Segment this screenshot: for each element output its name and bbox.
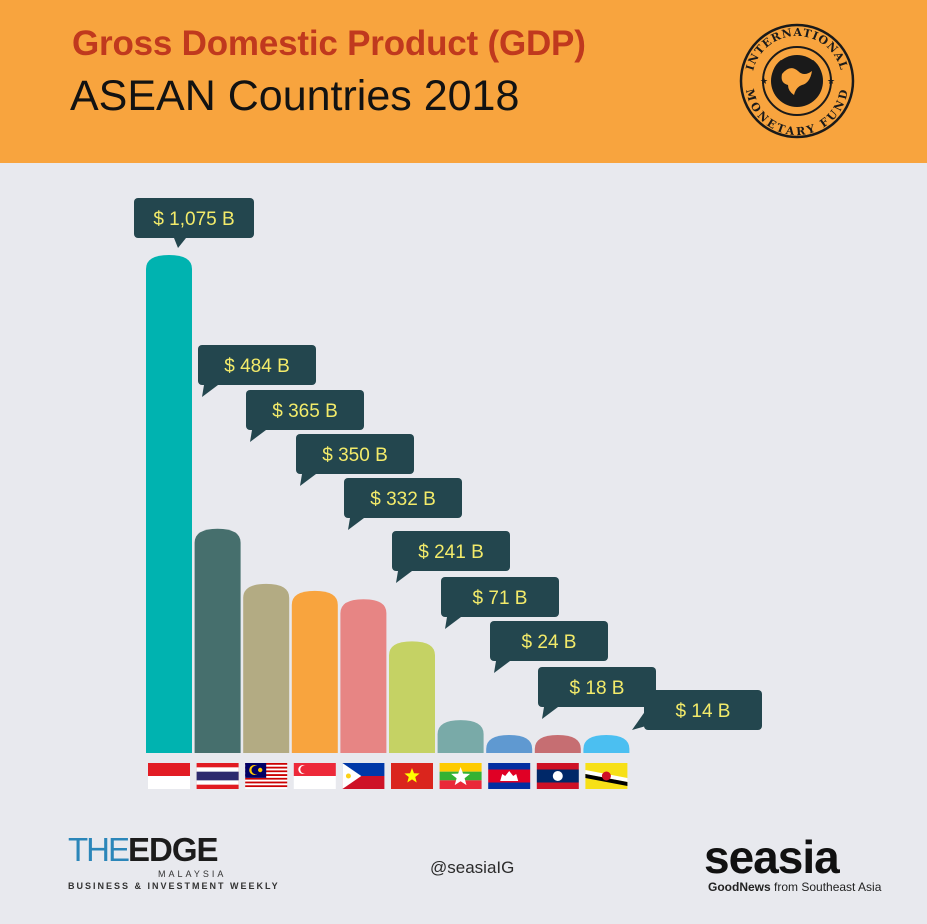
- seasia-tagline: GoodNews from Southeast Asia: [708, 880, 882, 894]
- callout-indonesia: $ 1,075 B: [134, 198, 254, 248]
- callout-box: [198, 345, 316, 385]
- bar-malaysia: [243, 583, 290, 753]
- flag-philippines-icon: [342, 763, 385, 789]
- flag-brunei-icon: [585, 763, 628, 789]
- flag-myanmar-icon: [439, 763, 482, 789]
- callout-box: [344, 478, 462, 518]
- value-label: $ 24 B: [522, 632, 577, 653]
- callout-box: [441, 577, 559, 617]
- chart-subtitle: ASEAN Countries 2018: [70, 72, 520, 120]
- callout-myanmar: $ 71 B: [441, 577, 559, 629]
- callout-laos: $ 18 B: [538, 667, 656, 719]
- callout-cambodia: $ 24 B: [490, 621, 608, 673]
- seasia-logo: seasia: [704, 831, 840, 883]
- flag-cambodia-icon: [488, 763, 531, 789]
- flag-vietnam-icon: [391, 763, 433, 789]
- bar-laos: [534, 735, 581, 753]
- callout-brunei: $ 14 B: [632, 690, 762, 730]
- flag-singapore-icon: [293, 763, 336, 789]
- bar-cambodia: [486, 735, 533, 753]
- callout-box: [538, 667, 656, 707]
- value-label: $ 484 B: [224, 356, 290, 377]
- callout-pointer: [250, 430, 266, 442]
- edge-logo-country: MALAYSIA: [158, 869, 227, 879]
- value-label: $ 365 B: [272, 401, 338, 422]
- bar-brunei: [583, 735, 630, 753]
- value-label: $ 350 B: [322, 445, 388, 466]
- bar-thailand: [194, 528, 241, 753]
- social-handle: @seasiaIG: [430, 858, 515, 877]
- callout-pointer: [348, 518, 364, 530]
- callout-box: [392, 531, 510, 571]
- bar-indonesia: [146, 255, 192, 753]
- svg-text:★: ★: [760, 76, 768, 86]
- callout-pointer: [174, 238, 186, 248]
- callout-pointer: [494, 661, 510, 673]
- chart-title: Gross Domestic Product (GDP): [72, 24, 586, 63]
- header-banner: Gross Domestic Product (GDP) ASEAN Count…: [0, 0, 927, 163]
- edge-logo-tagline: BUSINESS & INVESTMENT WEEKLY: [68, 881, 280, 891]
- callout-pointer: [202, 385, 218, 397]
- callout-box: [644, 690, 762, 730]
- value-label: $ 71 B: [473, 588, 528, 609]
- value-label: $ 14 B: [676, 701, 731, 722]
- value-label: $ 1,075 B: [153, 209, 234, 230]
- svg-text:★: ★: [827, 76, 835, 86]
- edge-logo-the: THE: [68, 831, 130, 868]
- edge-logo-edge: EDGE: [128, 831, 219, 868]
- flag-laos-icon: [536, 763, 579, 789]
- bar-philippines: [340, 599, 387, 753]
- callout-box: [246, 390, 364, 430]
- callout-singapore: $ 350 B: [296, 434, 414, 486]
- gdp-bar-chart: $ 1,075 B $ 484 B $ 365 B $ 350 B $ 332 B $ 2…: [134, 198, 762, 789]
- callout-box: [296, 434, 414, 474]
- value-label: $ 18 B: [570, 678, 625, 699]
- imf-seal-logo: INTERNATIONAL MONETARY FUND ★ ★: [739, 23, 855, 139]
- bars: [146, 255, 630, 753]
- country-flags: [148, 763, 628, 789]
- callout-pointer: [300, 474, 316, 486]
- callout-philippines: $ 332 B: [344, 478, 462, 530]
- callout-pointer: [542, 707, 558, 719]
- callout-box: [490, 621, 608, 661]
- bar-myanmar: [437, 720, 484, 753]
- bar-vietnam: [389, 641, 435, 753]
- callout-pointer: [632, 710, 646, 730]
- flag-thailand-icon: [196, 763, 239, 789]
- callout-box: [134, 198, 254, 238]
- value-callouts: $ 1,075 B $ 484 B $ 365 B $ 350 B $ 332 B $ 2…: [134, 198, 762, 730]
- the-edge-logo: THEEDGE MALAYSIA BUSINESS & INVESTMENT W…: [68, 831, 278, 893]
- callout-pointer: [445, 617, 461, 629]
- value-label: $ 241 B: [418, 542, 484, 563]
- flag-indonesia-icon: [148, 763, 190, 789]
- callout-pointer: [396, 571, 412, 583]
- callout-vietnam: $ 241 B: [392, 531, 510, 583]
- flag-malaysia-icon: [245, 763, 288, 789]
- value-label: $ 332 B: [370, 489, 436, 510]
- callout-thailand: $ 484 B: [198, 345, 316, 397]
- bar-singapore: [291, 590, 338, 753]
- callout-malaysia: $ 365 B: [246, 390, 364, 442]
